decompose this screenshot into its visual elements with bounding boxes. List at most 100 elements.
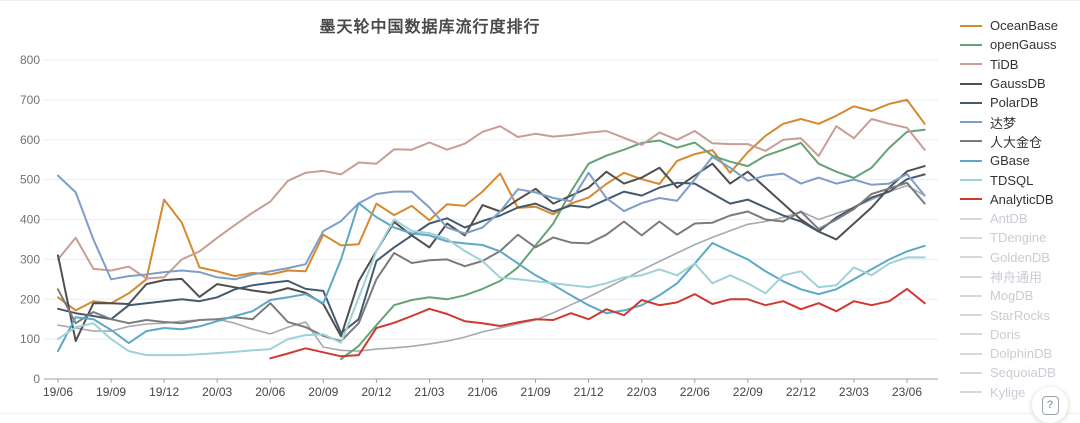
legend-item-SequoiaDB[interactable]: SequoiaDB [960,363,1080,382]
legend-item-人大金仓[interactable]: 人大金仓 [960,132,1080,151]
legend-item-Kylige[interactable]: Kylige [960,383,1080,402]
y-axis-label: 200 [20,292,40,306]
legend-marker-line [960,275,982,278]
x-axis-label: 20/12 [361,385,391,399]
legend-label: MogDB [990,288,1034,304]
legend-label: PolarDB [990,95,1039,111]
legend-marker-line [960,256,982,259]
legend-label: AntDB [990,211,1028,227]
y-axis-label: 300 [20,252,40,266]
legend-item-GBase[interactable]: GBase [960,151,1080,170]
legend-marker-line [960,101,982,104]
legend-label: DolphinDB [990,346,1053,362]
series-line-openGauss [340,128,926,361]
series-line-TDSQL [57,218,926,357]
y-axis-label: 100 [20,332,40,346]
legend-label: 神舟通用 [990,270,1043,285]
y-axis-label: 700 [20,93,40,107]
legend-marker-line [960,121,982,124]
legend-marker-line [960,179,982,182]
y-axis-label: 600 [20,133,40,147]
x-axis-label: 21/06 [467,385,497,399]
chart-title: 墨天轮中国数据库流行度排行 [319,19,541,36]
legend-marker-line [960,294,982,297]
legend-item-openGauss[interactable]: openGauss [960,35,1080,54]
legend-item-TiDB[interactable]: TiDB [960,55,1080,74]
legend-label: GaussDB [990,76,1046,92]
legend-label: openGauss [990,37,1057,53]
legend-label: SequoiaDB [990,365,1056,381]
series-line-OceanBase [57,98,926,312]
x-axis-label: 20/06 [255,385,285,399]
x-axis-label: 20/09 [308,385,338,399]
legend-marker-line [960,63,982,66]
legend-marker-line [960,352,982,355]
series-line-PolarDB [57,173,926,335]
series-line-人大金仓 [57,181,926,343]
series-line-AnalyticDB [269,287,926,360]
legend-marker-line [960,198,982,201]
legend-marker-line [960,333,982,336]
legend-label: Kylige [990,384,1026,400]
legend-item-达梦[interactable]: 达梦 [960,112,1080,131]
legend-marker-line [960,371,982,374]
series-line-TiDB [57,118,926,280]
legend-item-OceanBase[interactable]: OceanBase [960,16,1080,35]
x-axis-label: 21/09 [521,385,551,399]
legend-marker-line [960,391,982,394]
legend-marker-line [960,217,982,220]
legend-item-MogDB[interactable]: MogDB [960,286,1080,305]
legend-item-TDengine[interactable]: TDengine [960,228,1080,247]
legend-item-GoldenDB[interactable]: GoldenDB [960,248,1080,267]
y-axis-label: 800 [20,53,40,67]
x-axis-label: 23/03 [839,385,869,399]
legend-item-TDSQL[interactable]: TDSQL [960,170,1080,189]
y-axis-label: 400 [20,213,40,227]
x-axis-label: 22/12 [786,385,816,399]
legend-label: Doris [990,326,1021,342]
legend-label: 达梦 [990,115,1017,131]
legend-item-GaussDB[interactable]: GaussDB [960,74,1080,93]
x-axis-label: 22/03 [627,385,657,399]
legend-item-PolarDB[interactable]: PolarDB [960,93,1080,112]
legend-item-Doris[interactable]: Doris [960,325,1080,344]
legend-label: StarRocks [990,307,1050,323]
help-button[interactable]: ? [1032,387,1068,423]
legend-label: TDengine [990,230,1047,246]
series-line-达梦 [57,155,926,281]
x-axis-label: 20/03 [202,385,232,399]
legend-marker-line [960,140,982,143]
x-axis-label: 23/06 [892,385,922,399]
question-mark-icon: ? [1041,395,1059,415]
x-axis-label: 22/06 [680,385,710,399]
x-axis-label: 19/12 [149,385,179,399]
x-axis-label: 22/09 [733,385,763,399]
legend-marker-line [960,82,982,85]
legend-marker-line [960,314,982,317]
legend-label: 人大金仓 [990,134,1043,150]
legend-item-DolphinDB[interactable]: DolphinDB [960,344,1080,363]
x-axis-label: 19/06 [43,385,73,399]
legend-label: TiDB [990,56,1019,72]
legend-label: OceanBase [990,18,1058,34]
y-axis-label: 500 [20,173,40,187]
legend-marker-line [960,236,982,239]
line-chart-plot: 0 100 200 300 400 500 600 700 800 19/06 19/09 19/12… [20,53,938,399]
legend-item-StarRocks[interactable]: StarRocks [960,305,1080,324]
legend-item-神舟通用[interactable]: 神舟通用 [960,267,1080,286]
y-axis-label: 0 [33,372,40,386]
legend-marker-line [960,159,982,162]
legend-item-AnalyticDB[interactable]: AnalyticDB [960,190,1080,209]
legend-label: GBase [990,153,1030,169]
x-axis-label: 21/12 [574,385,604,399]
legend-marker-line [960,43,982,46]
legend-label: AnalyticDB [990,191,1054,207]
x-axis-label: 19/09 [96,385,126,399]
legend-label: TDSQL [990,172,1034,188]
legend-marker-line [960,24,982,27]
legend: OceanBase openGauss TiDB GaussDB PolarDB 达梦人大… [960,16,1080,402]
x-axis-label: 21/03 [414,385,444,399]
series-line-GBase [57,202,926,353]
legend-item-AntDB[interactable]: AntDB [960,209,1080,228]
